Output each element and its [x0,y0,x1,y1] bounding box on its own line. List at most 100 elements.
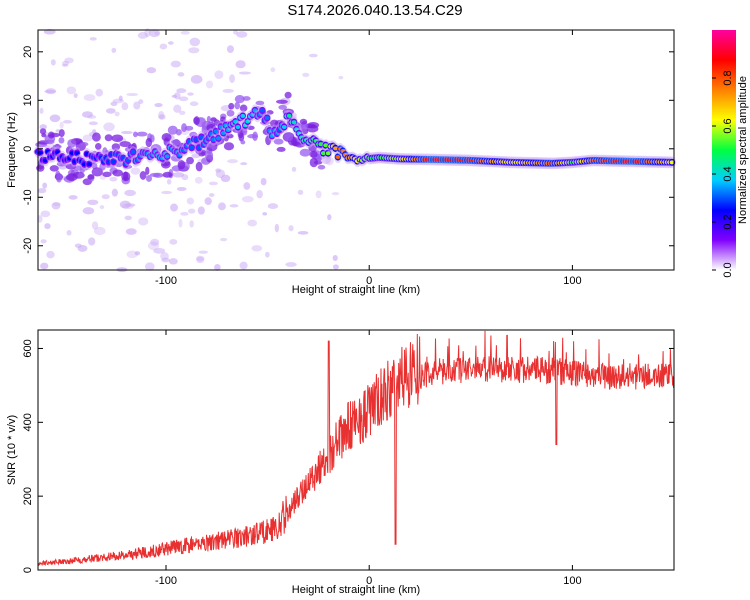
noise-blob [265,251,270,258]
cluster-blob [308,143,317,152]
ridge-core [208,132,214,137]
colorbar-gradient [712,30,736,270]
noise-blob [327,214,332,221]
cluster-blob [91,132,101,142]
cluster-blob [136,131,148,137]
cluster-blob [309,157,318,168]
noise-blob [44,223,51,230]
ridge-core [223,123,229,128]
cluster-blob [104,134,113,142]
noise-blob [239,261,248,270]
noise-blob [137,31,148,39]
cluster-blob [121,171,131,182]
cluster-blob [167,125,178,135]
noise-blob [197,206,205,215]
noise-blob [42,182,48,189]
cluster-blob [299,148,311,157]
figure-title: S174.2026.040.13.54.C29 [287,2,462,19]
cluster-blob [317,164,326,170]
ridge-core [159,156,165,161]
cluster-blob [163,137,170,146]
noise-blob [220,174,231,183]
spectrogram-y-tick-label: -10 [22,189,34,205]
cluster-blob [92,168,100,175]
noise-blob [138,217,149,226]
spectrogram-y-label: Frequency (Hz) [6,112,18,188]
noise-blob [170,203,179,212]
cluster-blob [112,169,124,177]
noise-blob [190,74,203,84]
cluster-blob [234,95,245,104]
noise-blob [187,92,194,96]
noise-blob [235,60,246,69]
noise-blob [91,221,99,230]
ridge-core [281,125,287,130]
cluster-blob [278,104,288,110]
noise-blob [125,203,136,207]
ridge-core [42,158,48,163]
noise-blob [66,230,72,236]
noise-blob [154,31,159,35]
noise-blob [256,189,263,199]
spectrogram-x-tick-label: 100 [563,275,581,287]
ridge-core [38,150,43,155]
cluster-blob [160,160,171,169]
colorbar-tick-label: 0.0 [722,262,734,277]
noise-blob [147,241,160,251]
ridge-core [196,145,202,150]
noise-blob [49,114,61,123]
noise-blob [240,162,248,166]
cluster-blob [299,118,308,125]
noise-blob [154,102,163,108]
ridge-core [45,149,51,154]
colorbar-label: Normalized spectral amplitude [737,76,749,224]
ridge-core [264,115,270,120]
noise-blob [227,159,239,164]
cluster-blob [284,91,292,99]
ridge-core [218,124,224,129]
noise-blob [109,176,118,182]
noise-blob [39,107,44,114]
ridge-core [213,129,219,134]
ridge-core [184,143,190,148]
cluster-blob [246,125,255,131]
noise-blob [88,237,96,246]
noise-blob [40,210,51,218]
snr-y-label: SNR (10 * v/v) [6,415,18,485]
noise-blob [262,212,268,216]
spectrogram-x-ticks: -100 0 100 [155,30,582,287]
colorbar: 0.0 0.2 0.4 0.6 0.8 Normalized spectral ampl… [712,30,749,278]
noise-blob [126,250,138,259]
noise-blob [124,189,136,197]
ridge-core [252,108,258,113]
cluster-blob [49,132,60,138]
cluster-blob [255,100,265,106]
noise-blob [124,215,132,221]
noise-blob [196,256,205,264]
noise-blob [81,111,94,118]
cluster-blob [226,109,235,117]
noise-blob [238,71,251,75]
noise-blob [241,195,254,203]
snr-y-tick-label: 600 [22,339,34,357]
snr-x-ticks: -100 0 100 [155,330,582,587]
noise-blob [61,63,69,67]
cluster-blob [72,171,85,179]
noise-blob [130,167,141,175]
spectrogram-y-tick-label: 0 [22,146,34,152]
noise-blob [178,96,189,102]
noise-blob [146,67,157,74]
noise-blob [172,172,185,178]
noise-blob [214,70,224,79]
cluster-blob [55,173,63,183]
noise-blob [118,95,123,102]
cluster-blob [145,175,153,182]
ridge-core [216,136,221,141]
ridge-core [189,145,195,150]
ridge-core [245,119,251,124]
cluster-blob [49,165,59,172]
spectrogram-y-tick-label: 10 [22,94,34,106]
spectrogram-y-tick-label: -20 [22,238,34,254]
noise-blob [291,166,297,172]
ridge-core [67,156,73,161]
